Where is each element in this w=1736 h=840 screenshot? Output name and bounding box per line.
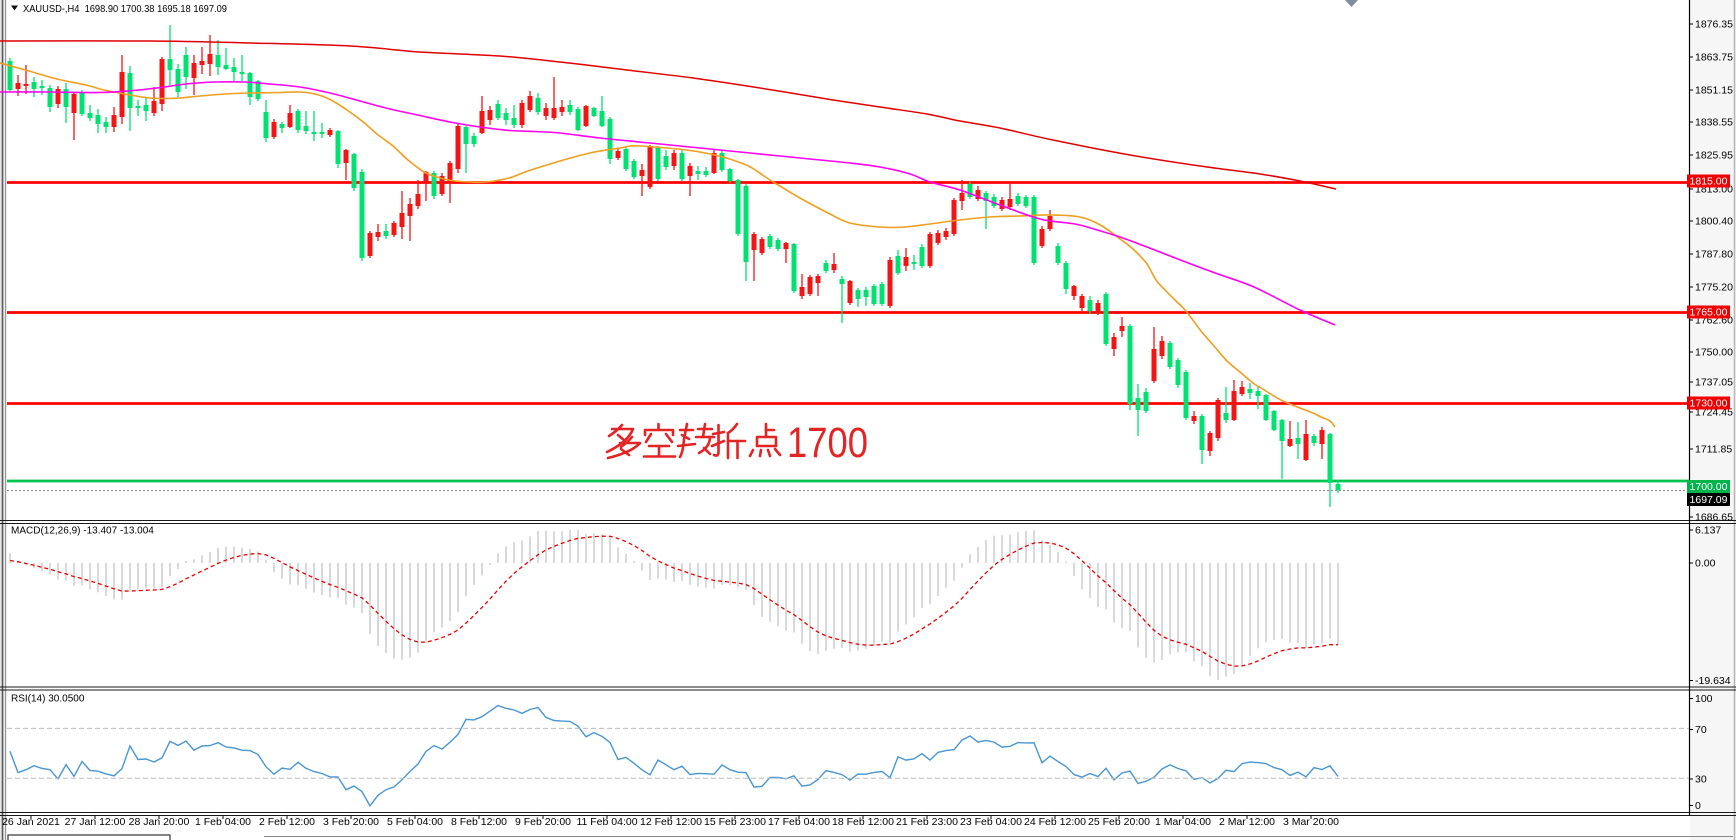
svg-text:26 Jan 2021: 26 Jan 2021 xyxy=(2,816,60,828)
svg-text:1863.75: 1863.75 xyxy=(1695,52,1733,64)
svg-text:1838.55: 1838.55 xyxy=(1695,117,1733,129)
svg-text:5 Feb 04:00: 5 Feb 04:00 xyxy=(387,816,443,828)
svg-text:1800.40: 1800.40 xyxy=(1695,216,1733,228)
svg-text:23 Feb 04:00: 23 Feb 04:00 xyxy=(960,816,1022,828)
svg-text:28 Jan 20:00: 28 Jan 20:00 xyxy=(129,816,190,828)
svg-text:3 Mar 20:00: 3 Mar 20:00 xyxy=(1283,816,1339,828)
svg-text:9 Feb 20:00: 9 Feb 20:00 xyxy=(515,816,571,828)
svg-text:1737.05: 1737.05 xyxy=(1695,377,1733,389)
svg-text:1775.20: 1775.20 xyxy=(1695,282,1733,294)
svg-text:27 Jan 12:00: 27 Jan 12:00 xyxy=(65,816,126,828)
svg-text:1730.00: 1730.00 xyxy=(1690,398,1728,410)
svg-text:15 Feb 23:00: 15 Feb 23:00 xyxy=(704,816,766,828)
svg-text:1700.00: 1700.00 xyxy=(1690,481,1728,493)
svg-text:30: 30 xyxy=(1695,774,1707,786)
svg-text:1787.80: 1787.80 xyxy=(1695,249,1733,261)
svg-text:1825.95: 1825.95 xyxy=(1695,150,1733,162)
svg-text:1765.00: 1765.00 xyxy=(1690,307,1728,319)
svg-text:1815.00: 1815.00 xyxy=(1690,176,1728,188)
svg-text:1700: 1700 xyxy=(787,419,868,467)
svg-text:1750.00: 1750.00 xyxy=(1695,347,1733,359)
svg-text:21 Feb 23:00: 21 Feb 23:00 xyxy=(896,816,958,828)
svg-text:MACD(12,26,9) -13.407 -13.004: MACD(12,26,9) -13.407 -13.004 xyxy=(11,526,154,537)
svg-text:12 Feb 12:00: 12 Feb 12:00 xyxy=(640,816,702,828)
svg-text:1851.15: 1851.15 xyxy=(1695,85,1733,97)
svg-text:25 Feb 20:00: 25 Feb 20:00 xyxy=(1088,816,1150,828)
svg-text:1876.35: 1876.35 xyxy=(1695,19,1733,31)
svg-text:-19.634: -19.634 xyxy=(1695,675,1731,687)
svg-text:11 Feb 04:00: 11 Feb 04:00 xyxy=(576,816,637,828)
svg-text:1711.85: 1711.85 xyxy=(1695,444,1732,456)
svg-text:1686.65: 1686.65 xyxy=(1695,512,1733,524)
svg-text:70: 70 xyxy=(1695,724,1707,736)
svg-text:100: 100 xyxy=(1695,693,1713,705)
svg-text:1697.09: 1697.09 xyxy=(1690,494,1728,506)
svg-text:2 Mar 12:00: 2 Mar 12:00 xyxy=(1219,816,1275,828)
svg-text:0: 0 xyxy=(1695,800,1701,812)
svg-text:1 Mar 04:00: 1 Mar 04:00 xyxy=(1155,816,1211,828)
svg-text:1 Feb 04:00: 1 Feb 04:00 xyxy=(195,816,251,828)
svg-text:RSI(14) 30.0500: RSI(14) 30.0500 xyxy=(11,694,85,705)
svg-text:2 Feb 12:00: 2 Feb 12:00 xyxy=(259,816,315,828)
svg-text:18 Feb 12:00: 18 Feb 12:00 xyxy=(832,816,894,828)
svg-text:XAUUSD-,H4 1698.90 1700.38 16: XAUUSD-,H4 1698.90 1700.38 1695.18 1697.… xyxy=(23,3,227,15)
svg-text:24 Feb 12:00: 24 Feb 12:00 xyxy=(1024,816,1086,828)
svg-text:17 Feb 04:00: 17 Feb 04:00 xyxy=(768,816,830,828)
svg-text:0.00: 0.00 xyxy=(1695,558,1716,570)
svg-text:8 Feb 12:00: 8 Feb 12:00 xyxy=(451,816,507,828)
svg-text:6.137: 6.137 xyxy=(1695,525,1721,537)
svg-text:3 Feb 20:00: 3 Feb 20:00 xyxy=(323,816,379,828)
